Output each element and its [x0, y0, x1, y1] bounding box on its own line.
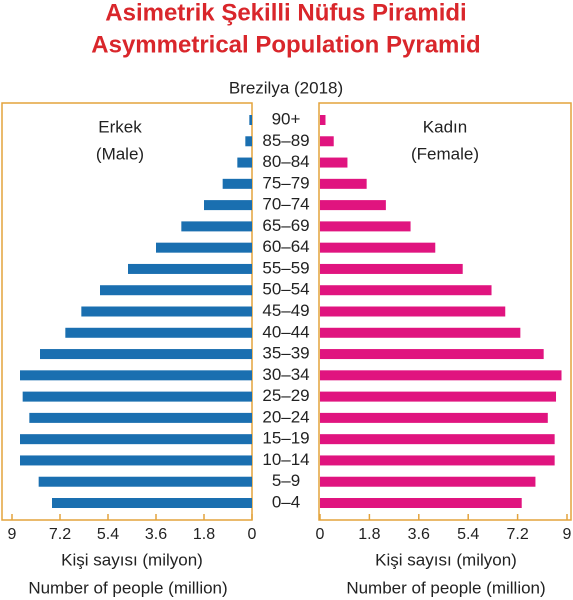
right-panel: [318, 102, 572, 521]
age-label: 20–24: [262, 407, 309, 426]
legend-label-translation: (Female): [411, 144, 479, 163]
x-tick-label: 9: [8, 526, 17, 543]
bar: [320, 200, 386, 211]
age-label: 65–69: [262, 216, 309, 235]
bar: [320, 306, 506, 317]
age-label: 5–9: [272, 471, 300, 490]
bar: [320, 285, 492, 296]
x-tick-label: 9: [563, 526, 572, 543]
bar: [22, 391, 252, 402]
bar: [320, 434, 555, 445]
x-tick-label: 1.8: [193, 526, 215, 543]
bar: [320, 498, 522, 508]
x-tick-label: 0: [316, 526, 325, 543]
bar: [320, 263, 463, 274]
bar: [81, 306, 252, 317]
x-axis-label-translation: Number of people (million): [28, 578, 227, 597]
x-tick-label: 7.2: [49, 526, 71, 543]
age-label: 40–44: [262, 322, 309, 341]
age-label: 55–59: [262, 258, 309, 277]
age-label: 80–84: [262, 152, 309, 171]
bar: [320, 115, 326, 125]
x-tick-label: 7.2: [506, 526, 528, 543]
bar: [320, 136, 334, 147]
age-label: 0–4: [272, 492, 300, 511]
bar: [320, 242, 436, 253]
x-tick-label: 0: [248, 526, 257, 543]
bar: [29, 412, 253, 423]
legend-label-translation: (Male): [96, 144, 144, 163]
age-label: 70–74: [262, 195, 309, 214]
bar: [320, 476, 536, 487]
x-axis-label: Kişi sayısı (milyon): [61, 550, 203, 569]
bar: [38, 476, 252, 487]
legend-label: Erkek: [98, 117, 142, 136]
age-label: 15–19: [262, 429, 309, 448]
age-label: 35–39: [262, 344, 309, 363]
age-label: 50–54: [262, 280, 309, 299]
bar: [320, 157, 348, 168]
bar: [320, 178, 367, 189]
bar: [128, 263, 252, 274]
bar: [20, 455, 252, 466]
bar: [40, 349, 252, 360]
bar: [204, 200, 252, 211]
chart-title: Asimetrik Şekilli Nüfus Piramidi: [105, 0, 466, 26]
bar: [100, 285, 252, 296]
bar: [320, 349, 544, 360]
legend-label: Kadın: [423, 117, 467, 136]
x-axis-label: Kişi sayısı (milyon): [375, 550, 517, 569]
x-tick-label: 5.4: [457, 526, 479, 543]
bar: [245, 136, 252, 147]
age-label: 10–14: [262, 450, 309, 469]
x-axis-label-translation: Number of people (million): [346, 578, 545, 597]
bar: [320, 412, 548, 423]
bar: [65, 327, 252, 338]
bar: [156, 242, 252, 253]
x-tick-label: 3.6: [145, 526, 167, 543]
age-label: 45–49: [262, 301, 309, 320]
bar: [20, 434, 252, 445]
chart-subtitle: Brezilya (2018): [229, 78, 343, 97]
chart-title-translation: Asymmetrical Population Pyramid: [91, 31, 480, 58]
age-label: 75–79: [262, 173, 309, 192]
bar: [20, 370, 252, 381]
age-label: 85–89: [262, 131, 309, 150]
bar: [222, 178, 252, 189]
x-tick-label: 5.4: [97, 526, 119, 543]
bar: [52, 498, 252, 508]
age-label: 60–64: [262, 237, 309, 256]
bar: [181, 221, 252, 232]
bar: [237, 157, 252, 168]
bar: [320, 455, 555, 466]
bar: [320, 327, 521, 338]
bar: [320, 370, 562, 381]
age-label: 90+: [272, 109, 301, 128]
bar: [320, 391, 557, 402]
bar: [249, 115, 252, 125]
age-label: 25–29: [262, 386, 309, 405]
x-tick-label: 1.8: [358, 526, 380, 543]
x-tick-label: 3.6: [408, 526, 430, 543]
bar: [320, 221, 411, 232]
age-label: 30–34: [262, 365, 309, 384]
